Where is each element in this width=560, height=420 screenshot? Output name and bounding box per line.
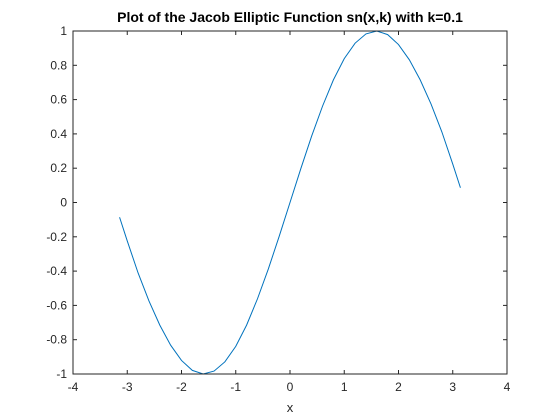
y-tick-label: 0.2 xyxy=(50,161,67,175)
axis-tick-labels: -4 -3 -2 -1 0 1 2 3 4 -1 -0.8 -0.6 -0.4 -0.2 0 0.2 0.4 0.… xyxy=(46,24,510,394)
y-tick-label: -0.8 xyxy=(46,333,67,347)
axes-box xyxy=(72,30,508,375)
x-tick-label: 1 xyxy=(341,380,348,394)
x-tick-label: 4 xyxy=(504,380,511,394)
x-tick-label: 3 xyxy=(449,380,456,394)
y-tick-label: -0.2 xyxy=(46,230,67,244)
y-tick-label: 0.4 xyxy=(50,127,67,141)
y-tick-label: -1 xyxy=(56,367,67,381)
x-tick-label: 2 xyxy=(395,380,402,394)
x-tick-label: -2 xyxy=(176,380,187,394)
y-tick-label: -0.4 xyxy=(46,264,67,278)
x-axis-label: x xyxy=(287,400,294,415)
y-tick-label: -0.6 xyxy=(46,298,67,312)
x-tick-label: 0 xyxy=(287,380,294,394)
series-line-sn xyxy=(119,30,461,375)
x-tick-label: -4 xyxy=(68,380,79,394)
y-tick-label: 0.8 xyxy=(50,58,67,72)
y-tick-label: 0 xyxy=(60,196,67,210)
x-tick-label: -3 xyxy=(122,380,133,394)
chart-title: Plot of the Jacob Elliptic Function sn(x… xyxy=(117,9,463,25)
y-tick-label: 0.6 xyxy=(50,93,67,107)
y-tick-label: 1 xyxy=(60,24,67,38)
x-tick-label: -1 xyxy=(230,380,241,394)
